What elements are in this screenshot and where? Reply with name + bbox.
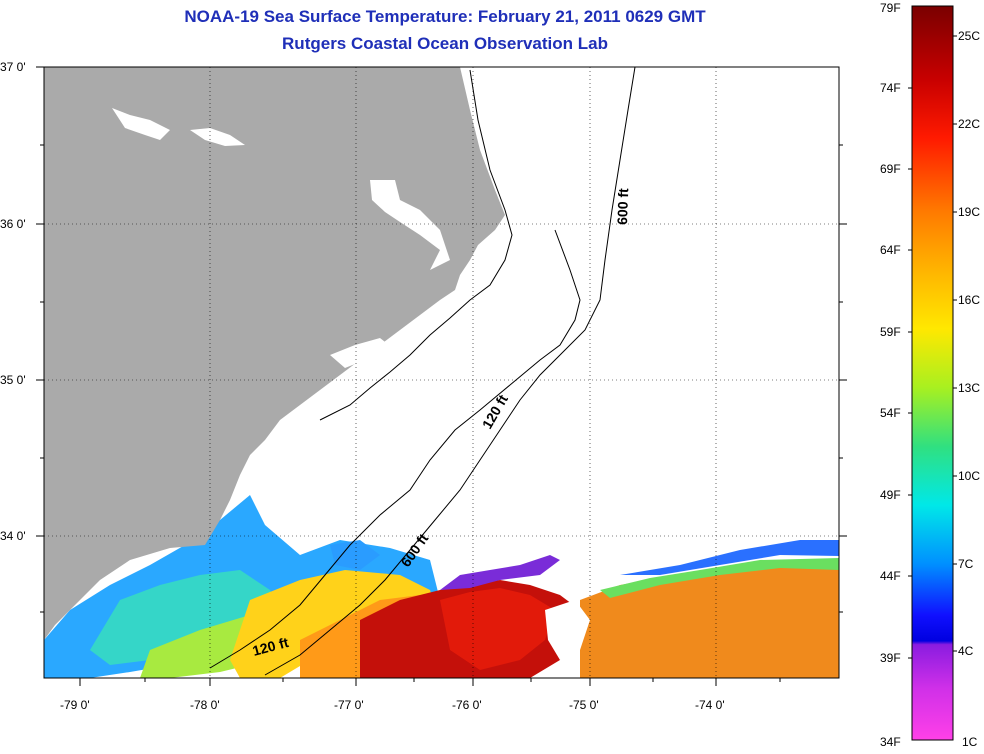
lat-label-34: 34 0' bbox=[0, 529, 26, 543]
cb-f-69: 69F bbox=[880, 162, 901, 176]
lon-label-77: -77 0' bbox=[334, 698, 364, 712]
sst-nearshore-blue bbox=[330, 540, 380, 570]
cb-c-10: 10C bbox=[958, 469, 980, 483]
contour-120ft bbox=[209, 229, 581, 669]
sst-warm-core2 bbox=[440, 588, 555, 670]
cb-c-7: 7C bbox=[958, 557, 974, 571]
sst-field bbox=[44, 495, 839, 678]
sst-purple-edge bbox=[440, 555, 560, 590]
colorbar bbox=[911, 5, 954, 741]
lat-label-36: 36 0' bbox=[0, 217, 26, 231]
axis-ticks bbox=[36, 66, 847, 686]
sst-green-band-east bbox=[600, 558, 839, 598]
lat-label-35: 35 0' bbox=[0, 373, 26, 387]
cb-f-44: 44F bbox=[880, 569, 901, 583]
cb-c-1: 1C bbox=[962, 735, 978, 749]
contour-label-600-north: 600 ft bbox=[614, 188, 631, 225]
map-title: NOAA-19 Sea Surface Temperature: Februar… bbox=[184, 7, 706, 26]
cb-c-19: 19C bbox=[958, 205, 980, 219]
lon-label-74: -74 0' bbox=[695, 698, 725, 712]
sst-blue-band-east bbox=[620, 540, 839, 575]
inland-water-3 bbox=[190, 128, 245, 146]
colorbar-ticks bbox=[908, 35, 957, 659]
cb-f-34: 34F bbox=[880, 735, 901, 749]
sst-cloud-gap bbox=[545, 600, 590, 660]
map-subtitle: Rutgers Coastal Ocean Observation Lab bbox=[282, 34, 608, 53]
cb-f-49: 49F bbox=[880, 488, 901, 502]
lon-label-79: -79 0' bbox=[60, 698, 90, 712]
lon-label-75: -75 0' bbox=[569, 698, 599, 712]
map-frame bbox=[43, 66, 840, 679]
lon-label-78: -78 0' bbox=[190, 698, 220, 712]
cb-f-54: 54F bbox=[880, 406, 901, 420]
cb-f-39: 39F bbox=[880, 651, 901, 665]
lon-label-76: -76 0' bbox=[452, 698, 482, 712]
inland-water-2 bbox=[112, 108, 170, 140]
cb-c-13: 13C bbox=[958, 381, 980, 395]
cb-f-79: 79F bbox=[880, 1, 901, 15]
cb-c-25: 25C bbox=[958, 29, 980, 43]
inland-water bbox=[370, 180, 450, 270]
inland-water-4 bbox=[330, 338, 395, 368]
cb-c-4: 4C bbox=[958, 644, 974, 658]
cb-f-59: 59F bbox=[880, 325, 901, 339]
cb-f-64: 64F bbox=[880, 243, 901, 257]
lat-label-37: 37 0' bbox=[0, 60, 26, 74]
cb-f-74: 74F bbox=[880, 81, 901, 95]
sst-orange-east bbox=[580, 560, 839, 678]
outer-banks bbox=[319, 69, 513, 421]
contour-600ft bbox=[264, 67, 636, 676]
cb-c-16: 16C bbox=[958, 293, 980, 307]
grid-lines bbox=[44, 67, 839, 678]
cb-c-22: 22C bbox=[958, 117, 980, 131]
